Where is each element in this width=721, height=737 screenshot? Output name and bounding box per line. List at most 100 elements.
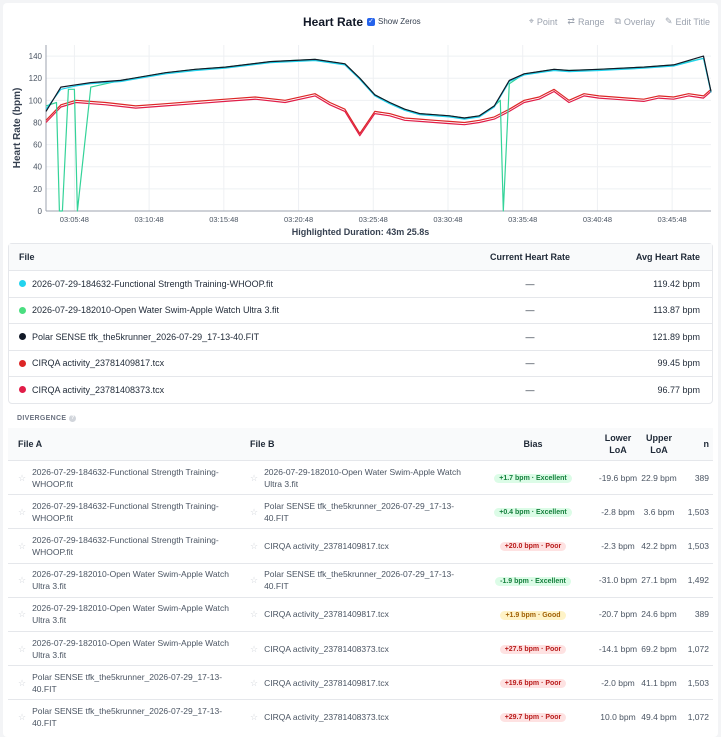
heart-rate-card: Heart Rate ✓ Show Zeros ⌖ Point ⇄ Range ⧉ O… xyxy=(3,3,718,737)
series-color-dot xyxy=(19,280,26,288)
n-header[interactable]: n xyxy=(703,439,710,449)
divergence-row[interactable]: ☆ 2026-07-29-182010-Open Water Swim-Apple… xyxy=(8,630,713,665)
y-tick-label: 0 xyxy=(38,207,43,216)
bias-cell: +19.6 bpm · Poor xyxy=(468,677,598,689)
lower-loa-header[interactable]: Lower LoA xyxy=(604,433,632,455)
star-icon[interactable]: ☆ xyxy=(250,609,259,620)
checkbox-icon[interactable]: ✓ xyxy=(367,17,375,26)
bias-badge: +20.0 bpm · Poor xyxy=(499,542,567,552)
chart-header: Heart Rate ✓ Show Zeros ⌖ Point ⇄ Range ⧉ O… xyxy=(3,3,718,39)
file-a-cell: ☆ Polar SENSE tfk_the5krunner_2026-07-29_… xyxy=(8,705,238,729)
overlay-button[interactable]: ⧉ Overlay xyxy=(614,16,654,27)
file-a-header[interactable]: File A xyxy=(18,439,43,449)
file-b-cell: ☆ CIRQA activity_23781409817.tcx xyxy=(238,677,468,689)
file-b-cell: ☆ CIRQA activity_23781409817.tcx xyxy=(238,540,468,552)
file-name: 2026-07-29-182010-Open Water Swim-Apple … xyxy=(32,305,279,316)
y-tick-label: 120 xyxy=(29,74,43,83)
n-cell: 1,503 xyxy=(687,506,709,517)
file-row[interactable]: Polar SENSE tfk_the5krunner_2026-07-29_1… xyxy=(9,323,712,350)
file-b-cell: ☆ Polar SENSE tfk_the5krunner_2026-07-29_… xyxy=(238,568,468,592)
divergence-table-header: File A File B Bias Lower LoA Upper LoA n xyxy=(8,428,713,460)
show-zeros-toggle[interactable]: ✓ Show Zeros xyxy=(367,17,421,26)
file-a-name: 2026-07-29-184632-Functional Strength Tr… xyxy=(32,466,219,489)
star-icon[interactable]: ☆ xyxy=(18,643,27,654)
heart-rate-chart[interactable]: 0 20 40 60 80 100 120 140 03:05:48 03:10:48 03:15:… xyxy=(8,39,718,239)
current-hr-cell: — xyxy=(525,358,535,369)
file-row[interactable]: CIRQA activity_23781408373.tcx — 96.77 bpm xyxy=(9,376,712,403)
avg-hr-cell: 96.77 bpm xyxy=(657,384,700,395)
file-a-name: Polar SENSE tfk_the5krunner_2026-07-29_1… xyxy=(32,671,223,694)
file-a-name: 2026-07-29-184632-Functional Strength Tr… xyxy=(32,500,219,523)
star-icon[interactable]: ☆ xyxy=(18,609,27,620)
star-icon[interactable]: ☆ xyxy=(18,506,27,517)
star-icon[interactable]: ☆ xyxy=(250,677,259,688)
file-b-cell: ☆ CIRQA activity_23781408373.tcx xyxy=(238,643,468,655)
file-a-cell: ☆ 2026-07-29-184632-Functional Strength T… xyxy=(8,466,238,490)
upper-loa-cell: 41.1 bpm xyxy=(641,677,677,688)
star-icon[interactable]: ☆ xyxy=(18,540,27,551)
y-tick-label: 60 xyxy=(33,141,42,150)
upper-loa-header[interactable]: Upper LoA xyxy=(645,433,672,455)
y-tick-label: 40 xyxy=(33,163,42,172)
bias-header[interactable]: Bias xyxy=(523,439,543,449)
file-b-cell: ☆ CIRQA activity_23781408373.tcx xyxy=(238,711,468,723)
file-row[interactable]: 2026-07-29-182010-Open Water Swim-Apple … xyxy=(9,296,712,324)
x-tick-label: 03:25:48 xyxy=(359,215,388,224)
file-b-cell: ☆ Polar SENSE tfk_the5krunner_2026-07-29_… xyxy=(238,500,468,524)
star-icon[interactable]: ☆ xyxy=(18,677,27,688)
x-tick-label: 03:45:48 xyxy=(658,215,687,224)
series-line xyxy=(45,57,712,120)
file-a-cell: ☆ Polar SENSE tfk_the5krunner_2026-07-29_… xyxy=(8,671,238,695)
file-a-cell: ☆ 2026-07-29-182010-Open Water Swim-Apple… xyxy=(8,637,238,661)
file-row[interactable]: 2026-07-29-184632-Functional Strength Tr… xyxy=(9,270,712,297)
series-color-dot xyxy=(19,386,26,394)
divergence-row[interactable]: ☆ 2026-07-29-184632-Functional Strength T… xyxy=(8,460,713,494)
star-icon[interactable]: ☆ xyxy=(250,643,259,654)
divergence-row[interactable]: ☆ 2026-07-29-182010-Open Water Swim-Apple… xyxy=(8,562,713,597)
file-row[interactable]: CIRQA activity_23781409817.tcx — 99.45 bpm xyxy=(9,349,712,377)
x-tick-label: 03:40:48 xyxy=(583,215,612,224)
divergence-row[interactable]: ☆ 2026-07-29-182010-Open Water Swim-Apple… xyxy=(8,596,713,631)
file-b-header[interactable]: File B xyxy=(250,439,275,449)
n-cell: 1,503 xyxy=(687,677,709,688)
n-cell: 1,492 xyxy=(687,575,709,586)
y-tick-label: 20 xyxy=(33,185,42,194)
range-button[interactable]: ⇄ Range xyxy=(567,16,604,27)
file-name: CIRQA activity_23781409817.tcx xyxy=(32,358,165,369)
divergence-row[interactable]: ☆ Polar SENSE tfk_the5krunner_2026-07-29_… xyxy=(8,699,713,733)
star-icon[interactable]: ☆ xyxy=(250,472,259,483)
edit-title-button[interactable]: ✎ Edit Title xyxy=(665,16,710,27)
star-icon[interactable]: ☆ xyxy=(18,711,27,722)
lower-loa-cell: -31.0 bpm xyxy=(598,575,638,586)
help-icon[interactable]: ? xyxy=(69,415,77,422)
lower-loa-cell: -14.1 bpm xyxy=(598,643,638,654)
star-icon[interactable]: ☆ xyxy=(250,540,259,551)
file-column-header[interactable]: File xyxy=(19,252,35,262)
chart-title[interactable]: Heart Rate xyxy=(303,15,364,29)
bias-badge: -1.9 bpm · Excellent xyxy=(495,576,571,586)
point-button[interactable]: ⌖ Point xyxy=(529,16,558,27)
star-icon[interactable]: ☆ xyxy=(18,575,27,586)
divergence-row[interactable]: ☆ 2026-07-29-184632-Functional Strength T… xyxy=(8,528,713,562)
star-icon[interactable]: ☆ xyxy=(250,575,259,586)
avg-column-header[interactable]: Avg Heart Rate xyxy=(635,252,700,262)
divergence-title: DIVERGENCE xyxy=(17,415,67,422)
star-icon[interactable]: ☆ xyxy=(250,506,259,517)
bias-badge: +29.7 bpm · Poor xyxy=(499,713,567,723)
star-icon[interactable]: ☆ xyxy=(18,472,27,483)
lower-loa-cell: -2.3 bpm xyxy=(601,540,635,551)
divergence-row[interactable]: ☆ 2026-07-29-184632-Functional Strength T… xyxy=(8,494,713,528)
file-name: 2026-07-29-184632-Functional Strength Tr… xyxy=(32,278,273,289)
file-b-name: CIRQA activity_23781408373.tcx xyxy=(264,643,389,654)
file-b-name: Polar SENSE tfk_the5krunner_2026-07-29_1… xyxy=(264,569,455,592)
file-a-cell: ☆ 2026-07-29-184632-Functional Strength T… xyxy=(8,534,238,558)
current-column-header[interactable]: Current Heart Rate xyxy=(489,252,571,262)
x-tick-label: 03:10:48 xyxy=(135,215,164,224)
overlay-label: Overlay xyxy=(623,16,655,27)
file-a-name: 2026-07-29-182010-Open Water Swim-Apple … xyxy=(32,569,229,592)
star-icon[interactable]: ☆ xyxy=(250,711,259,722)
file-name-cell: CIRQA activity_23781409817.tcx xyxy=(9,358,478,368)
file-b-cell: ☆ 2026-07-29-182010-Open Water Swim-Apple… xyxy=(238,466,468,490)
range-label: Range xyxy=(577,16,605,27)
divergence-row[interactable]: ☆ Polar SENSE tfk_the5krunner_2026-07-29_… xyxy=(8,665,713,699)
